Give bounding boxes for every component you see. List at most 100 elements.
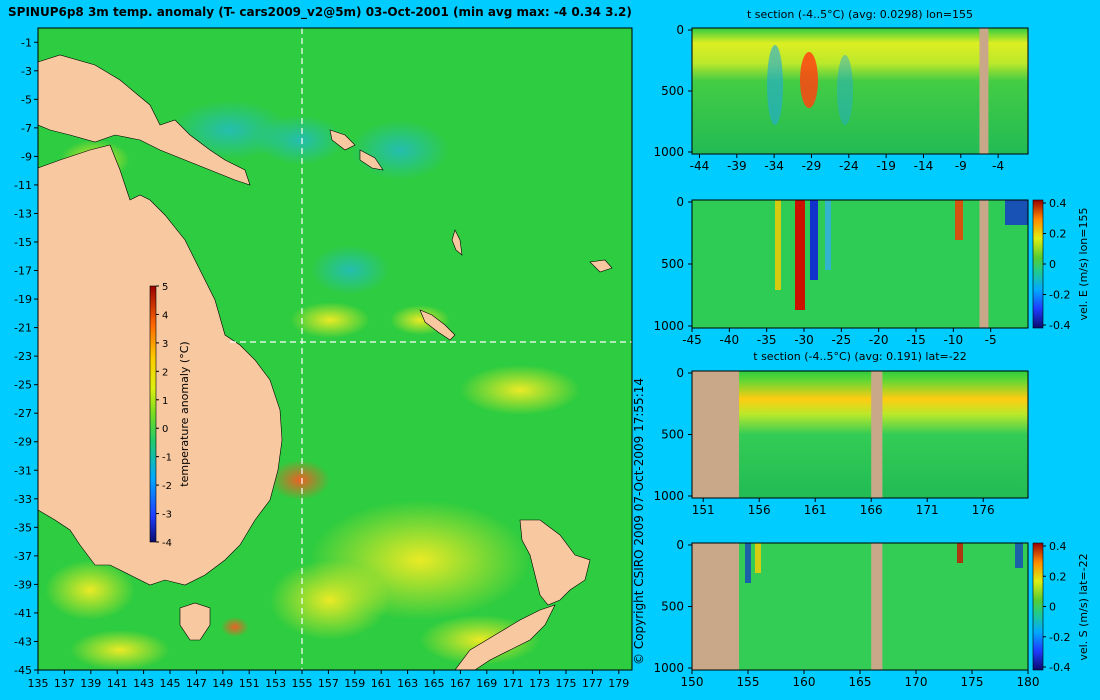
section-x-tick-label: 150 xyxy=(681,675,704,689)
map-colorbar-tick-label: -1 xyxy=(162,453,172,464)
map-y-tick-label: -9 xyxy=(21,150,32,163)
section-x-tick-label: -20 xyxy=(869,333,889,347)
section-colorbar-tick-label: -0.2 xyxy=(1049,631,1070,644)
vel-lon-x-axis: -45 -40 -35 -30 -25 -20 -15 -10 -5 xyxy=(682,328,997,347)
map-y-tick-label: -7 xyxy=(21,122,32,135)
section-y-tick-label: 1000 xyxy=(653,489,684,503)
map-colorbar-tick-label: 3 xyxy=(162,339,168,350)
map-x-tick-label: 173 xyxy=(529,677,550,690)
map-x-axis: 135 137 139 141 143 145 147 149 151 153 155 157 159 1… xyxy=(28,670,629,690)
map-y-tick-label: -37 xyxy=(14,550,32,563)
temp-lat-panel xyxy=(691,370,1029,499)
vel-lon-jet-east xyxy=(795,200,805,310)
vel-lat-streak-4 xyxy=(1015,543,1023,568)
map-y-tick-label: -17 xyxy=(14,265,32,278)
map-y-tick-label: -29 xyxy=(14,436,32,449)
temp-lat-field xyxy=(692,371,1028,498)
copyright-text: © Copyright CSIRO 2009 07-Oct-2009 17:55… xyxy=(632,378,646,665)
temp-lon-y-axis: 0 500 1000 xyxy=(653,23,692,159)
section-x-tick-label: 171 xyxy=(916,503,939,517)
map-colorbar-tick-label: -4 xyxy=(162,538,172,549)
temp-lon-cool-patch-2 xyxy=(837,55,853,125)
section-x-tick-label: 151 xyxy=(692,503,715,517)
section-colorbar-tick-label: -0.4 xyxy=(1049,319,1070,332)
section-colorbar-tick-label: -0.4 xyxy=(1049,661,1070,674)
vel-lat-land-coast xyxy=(692,543,740,670)
section-y-tick-label: 0 xyxy=(676,23,684,37)
temp-lon-land xyxy=(979,28,989,154)
map-colorbar-ticks: 5 4 3 2 1 0 -1 -2 -3 -4 xyxy=(156,282,172,549)
section-x-tick-label: -15 xyxy=(906,333,926,347)
section-y-tick-label: 0 xyxy=(676,195,684,209)
section-x-tick-label: -45 xyxy=(682,333,702,347)
map-x-tick-label: 137 xyxy=(54,677,75,690)
section-x-tick-label: -10 xyxy=(944,333,964,347)
map-colorbar-tick-label: 0 xyxy=(162,424,168,435)
map-x-tick-label: 165 xyxy=(424,677,445,690)
section-x-tick-label: 156 xyxy=(748,503,771,517)
map-frame xyxy=(37,27,633,671)
vel-lon-streak-3 xyxy=(955,200,963,240)
section-y-tick-label: 500 xyxy=(661,428,684,442)
section-x-tick-label: -40 xyxy=(720,333,740,347)
section-x-tick-label: -4 xyxy=(992,159,1004,173)
section-x-tick-label: 176 xyxy=(972,503,995,517)
map-y-tick-label: -27 xyxy=(14,407,32,420)
map-y-tick-label: -15 xyxy=(14,236,32,249)
section-x-tick-label: -25 xyxy=(832,333,852,347)
section-x-tick-label: 166 xyxy=(860,503,883,517)
vel-lon-land xyxy=(979,200,989,328)
section-y-tick-label: 0 xyxy=(676,366,684,380)
section-y-tick-label: 0 xyxy=(676,538,684,552)
fiji xyxy=(589,259,613,273)
map-y-tick-label: -23 xyxy=(14,350,32,363)
map-colorbar-gradient xyxy=(149,285,157,543)
vel-lon-y-axis: 0 500 1000 xyxy=(653,195,692,333)
temp-lon-field xyxy=(692,28,1028,154)
vel-lon-streak-4 xyxy=(1005,200,1028,225)
section-x-tick-label: 155 xyxy=(737,675,760,689)
section-x-tick-label: 180 xyxy=(1017,675,1040,689)
map-colorbar: 5 4 3 2 1 0 -1 -2 -3 -4 temperature anomaly (°C) xyxy=(149,282,191,549)
map-y-tick-label: -25 xyxy=(14,379,32,392)
section-y-tick-label: 1000 xyxy=(653,661,684,675)
map-title: SPINUP6p8 3m temp. anomaly (T- cars2009_… xyxy=(8,5,632,20)
vel-lat-colorbar: 0.4 0.2 0 -0.2 -0.4 vel. S (m/s) lat=-22 xyxy=(1032,540,1090,674)
solomon-islands-2 xyxy=(359,149,384,171)
section-x-tick-label: 175 xyxy=(961,675,984,689)
temp-lon-warm-core xyxy=(800,52,818,108)
map-colorbar-tick-label: 2 xyxy=(162,367,168,378)
vel-lon-colorbar-label: vel. E (m/s) lon=155 xyxy=(1077,208,1090,321)
map-x-tick-label: 145 xyxy=(160,677,181,690)
map-x-tick-label: 143 xyxy=(133,677,154,690)
map-y-tick-label: -1 xyxy=(21,36,32,49)
vel-lat-panel xyxy=(691,542,1029,671)
section-x-tick-label: 170 xyxy=(905,675,928,689)
section-x-tick-label: -44 xyxy=(690,159,710,173)
section-x-tick-label: -35 xyxy=(757,333,777,347)
map-colorbar-tick-label: 4 xyxy=(162,310,168,321)
section-y-tick-label: 500 xyxy=(661,600,684,614)
map-x-tick-label: 157 xyxy=(318,677,339,690)
map-y-tick-label: -31 xyxy=(14,464,32,477)
vel-lat-y-axis: 0 500 1000 xyxy=(653,538,692,675)
section-colorbar-tick-label: 0.4 xyxy=(1049,540,1067,553)
temp-lat-land-coast xyxy=(692,371,740,498)
vel-lat-field xyxy=(692,543,1028,670)
map-x-tick-label: 153 xyxy=(265,677,286,690)
section-x-tick-label: 161 xyxy=(804,503,827,517)
temp-lat-y-axis: 0 500 1000 xyxy=(653,366,692,503)
vel-lon-colorbar-ticks: 0.4 0.2 0 -0.2 -0.4 xyxy=(1043,197,1070,332)
section-colorbar-tick-label: 0 xyxy=(1049,258,1056,271)
vel-lat-colorbar-gradient xyxy=(1032,542,1044,671)
map-x-tick-label: 161 xyxy=(371,677,392,690)
map-x-tick-label: 177 xyxy=(582,677,603,690)
map-colorbar-tick-label: -2 xyxy=(162,481,172,492)
vel-lat-colorbar-label: vel. S (m/s) lat=-22 xyxy=(1077,553,1090,660)
section-x-tick-label: -9 xyxy=(955,159,967,173)
map-x-tick-label: 169 xyxy=(476,677,497,690)
section-colorbar-tick-label: 0.2 xyxy=(1049,228,1067,241)
map-x-tick-label: 167 xyxy=(450,677,471,690)
map-x-tick-label: 179 xyxy=(608,677,629,690)
